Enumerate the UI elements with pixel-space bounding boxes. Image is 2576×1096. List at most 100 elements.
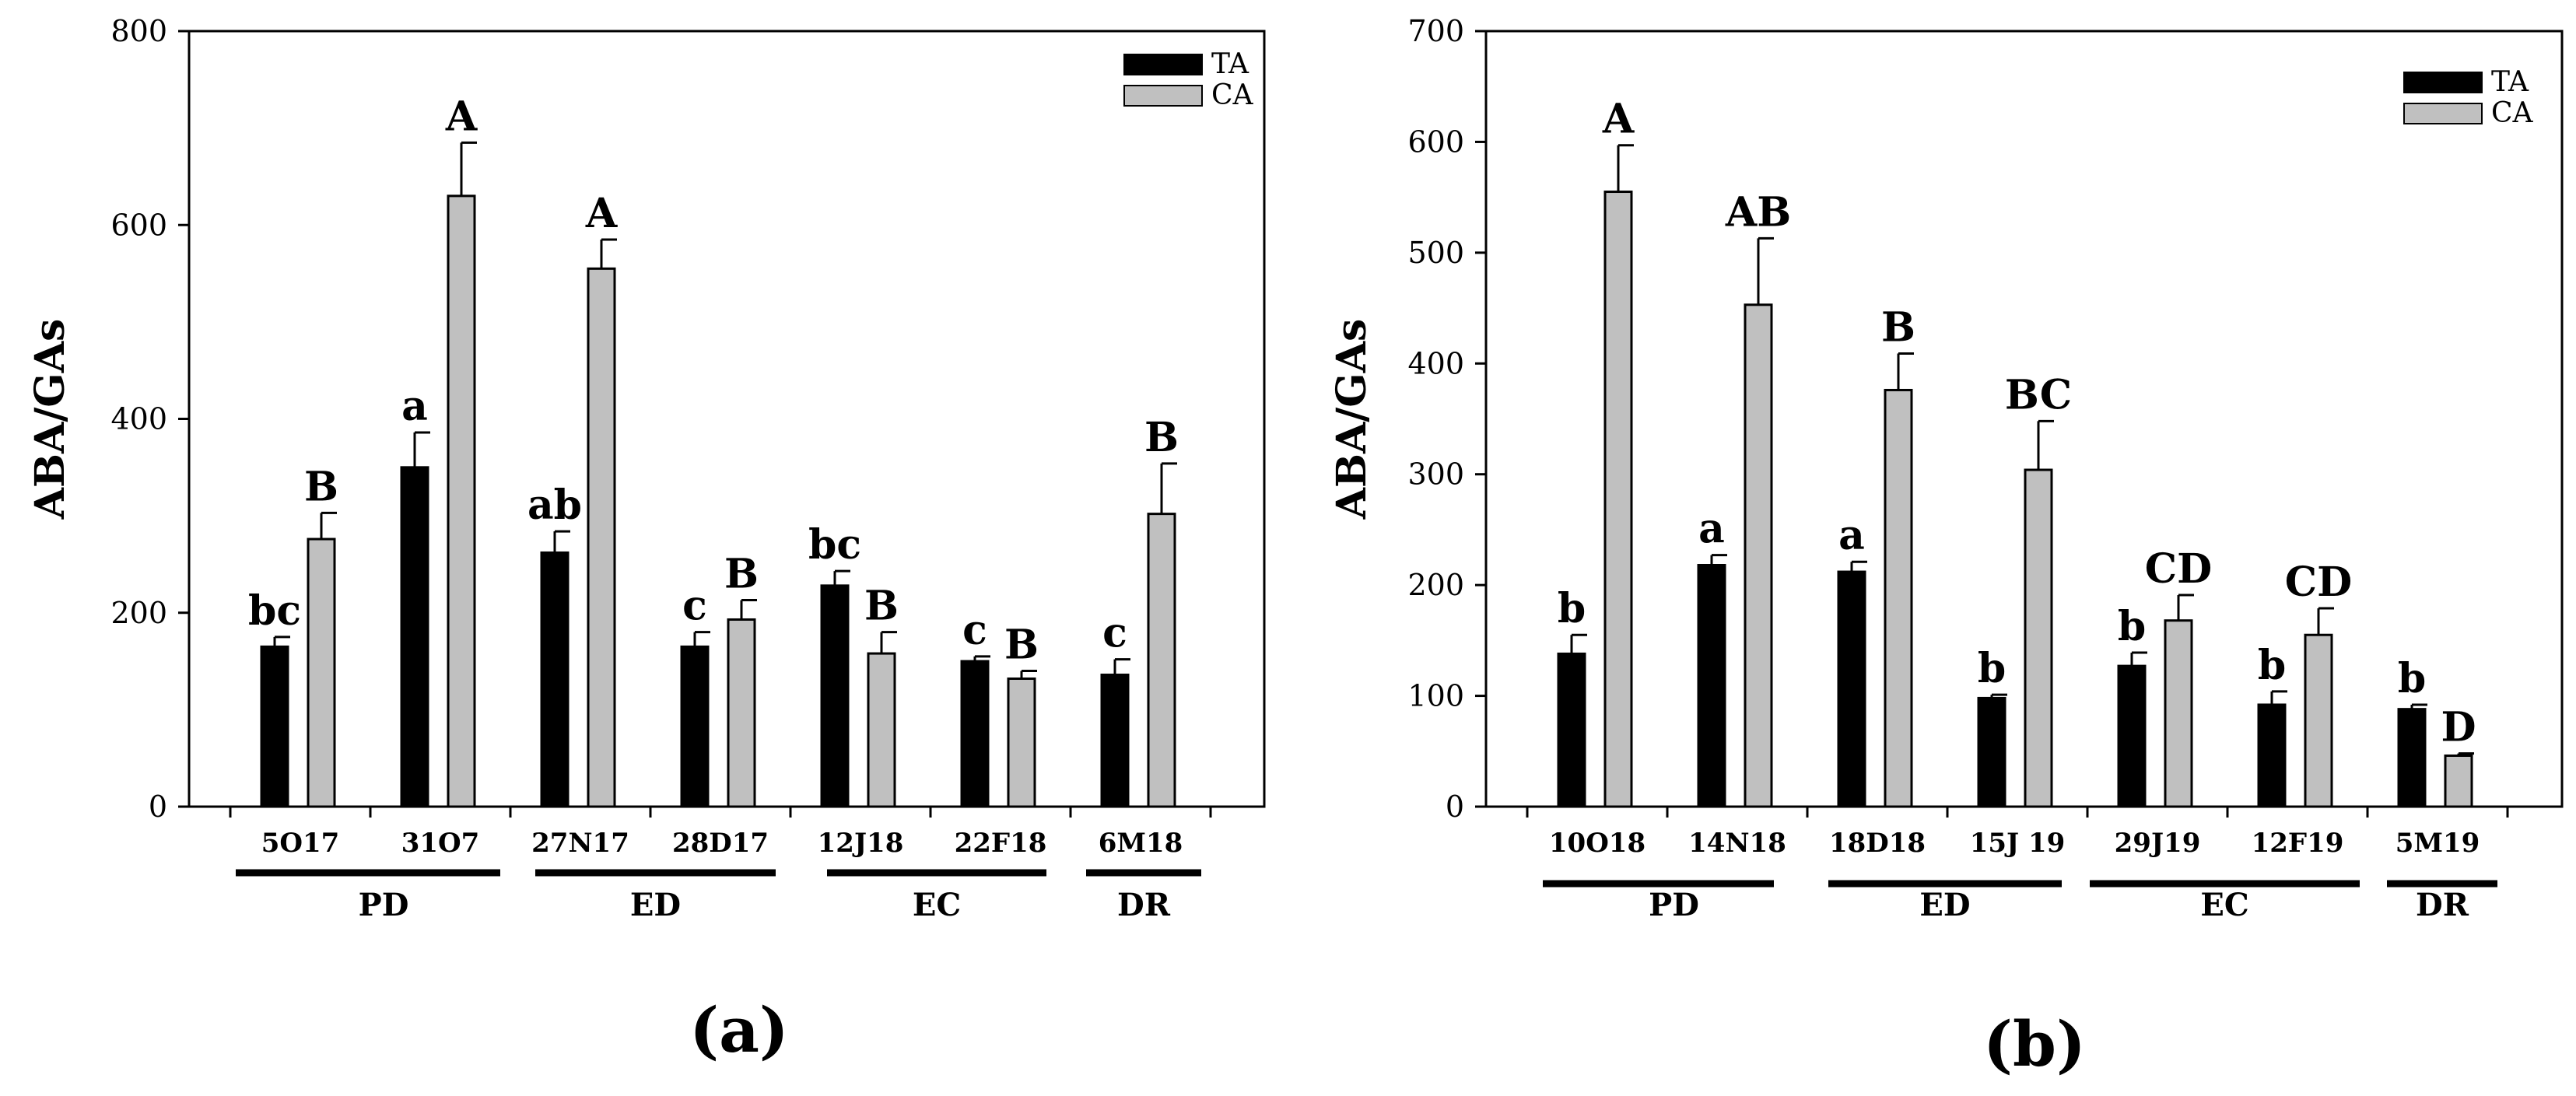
ca-bar <box>727 618 756 808</box>
significance-letter: B <box>1881 303 1915 351</box>
significance-letter: c <box>1102 610 1127 657</box>
x-tick-label: 10O18 <box>1549 828 1645 859</box>
panel-label: (a) <box>689 993 789 1066</box>
ca-bar <box>587 267 616 808</box>
significance-letter: A <box>1602 96 1635 143</box>
legend-swatch <box>2403 103 2483 124</box>
significance-letter: b <box>2258 642 2286 689</box>
significance-letter: b <box>1558 585 1586 632</box>
x-tick-label: 14N18 <box>1688 828 1786 859</box>
y-axis-title: ABA/GAs <box>26 319 74 520</box>
panel-label: (b) <box>1983 1007 2086 1080</box>
phase-label: PD <box>1649 887 1699 923</box>
legend-swatch <box>2403 72 2483 93</box>
significance-letter: a <box>401 383 428 430</box>
y-tick-label: 600 <box>110 208 167 242</box>
y-tick-label: 0 <box>149 790 167 824</box>
x-tick-label: 29J19 <box>2115 828 2201 859</box>
significance-letter: D <box>2441 704 2476 751</box>
phase-label: PD <box>359 887 409 923</box>
legend-label: CA <box>1211 79 1254 111</box>
significance-letter: c <box>682 583 707 630</box>
y-tick-label: 400 <box>110 402 167 436</box>
ca-bar <box>1147 513 1176 808</box>
ta-bar <box>2117 664 2147 808</box>
panel-a: 0200400600800ABA/GAsbcB5O17aA31O7abA27N1… <box>26 14 1266 1066</box>
y-tick-label: 800 <box>110 14 167 48</box>
ca-bar <box>2304 633 2333 808</box>
legend-swatch <box>1123 85 1203 107</box>
y-axis-title: ABA/GAs <box>1328 319 1376 520</box>
ta-bar <box>2257 703 2287 808</box>
legend-label: TA <box>1211 48 1249 80</box>
y-tick-label: 500 <box>1407 236 1464 270</box>
x-tick-label: 5O17 <box>261 828 340 859</box>
ca-bar <box>2164 619 2193 808</box>
y-tick-label: 300 <box>1407 457 1464 492</box>
phase-label: ED <box>1919 887 1970 923</box>
significance-letter: b <box>2118 603 2146 650</box>
significance-letter: BC <box>2005 371 2072 418</box>
ta-bar <box>1697 564 1726 808</box>
significance-letter: A <box>445 93 478 140</box>
significance-letter: a <box>1838 512 1865 559</box>
ta-bar <box>2397 708 2427 808</box>
panel-b: 0 100 200 300 400 500 600 700 ABA/GAs b A 10O18 a AB 1… <box>1328 14 2564 1080</box>
significance-letter: c <box>962 607 987 654</box>
significance-letter: B <box>724 551 759 598</box>
ta-bar <box>1100 674 1130 808</box>
significance-letter: b <box>2398 655 2426 702</box>
significance-letter: B <box>1144 414 1179 461</box>
ta-bar <box>540 551 570 808</box>
ca-bar <box>307 537 336 808</box>
significance-letter: B <box>864 583 899 630</box>
y-tick-label: 200 <box>110 596 167 630</box>
x-tick-label: 28D17 <box>672 828 769 859</box>
y-tick-label: 600 <box>1407 124 1464 159</box>
x-tick-label: 15J 19 <box>1970 828 2066 859</box>
ca-bar <box>1744 303 1773 808</box>
legend-label: CA <box>2491 97 2534 129</box>
y-tick-label: 200 <box>1407 568 1464 602</box>
x-tick-label: 5M19 <box>2396 828 2480 859</box>
y-tick-label: 400 <box>1407 346 1464 380</box>
y-tick-label: 0 <box>1446 790 1464 824</box>
significance-letter: a <box>1698 506 1725 553</box>
significance-letter: ab <box>527 481 582 529</box>
x-tick-label: 27N17 <box>531 828 629 859</box>
legend-swatch <box>1123 54 1203 75</box>
ca-bar <box>1603 191 1633 808</box>
phase-label: ED <box>630 887 681 923</box>
ca-bar <box>2024 468 2053 808</box>
significance-letter: b <box>1978 645 2006 692</box>
significance-letter: B <box>304 463 338 510</box>
ca-bar <box>447 194 476 808</box>
ta-bar <box>1837 570 1866 808</box>
significance-letter: CD <box>2145 545 2212 593</box>
ta-bar <box>260 645 289 808</box>
x-tick-label: 12J18 <box>818 828 904 859</box>
ta-bar <box>400 466 429 808</box>
significance-letter: bc <box>248 587 301 635</box>
x-tick-label: 6M18 <box>1099 828 1183 859</box>
ca-bar <box>1884 388 1913 808</box>
x-tick-label: 22F18 <box>955 828 1047 859</box>
ta-bar <box>680 645 710 808</box>
ca-bar <box>867 652 896 808</box>
x-tick-label: 18D18 <box>1829 828 1926 859</box>
legend-label: TA <box>2491 66 2529 98</box>
y-tick-label: 700 <box>1407 14 1464 48</box>
ta-bar <box>1557 652 1586 808</box>
ca-bar <box>1007 677 1036 808</box>
significance-letter: B <box>1004 622 1039 669</box>
ta-bar <box>1977 696 2006 808</box>
x-tick-label: 31O7 <box>401 828 480 859</box>
significance-letter: A <box>585 190 618 237</box>
phase-label: EC <box>913 887 961 923</box>
phase-label: DR <box>2416 887 2469 923</box>
significance-letter: bc <box>808 521 861 569</box>
phase-label: EC <box>2200 887 2248 923</box>
ta-bar <box>820 584 850 808</box>
ca-bar <box>2444 754 2473 808</box>
significance-letter: AB <box>1725 188 1791 236</box>
